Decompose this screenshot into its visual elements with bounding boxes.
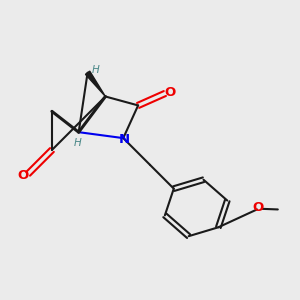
Text: H: H: [92, 65, 100, 75]
Text: O: O: [253, 201, 264, 214]
Text: O: O: [165, 86, 176, 99]
Text: H: H: [74, 139, 82, 148]
Text: O: O: [17, 169, 28, 182]
Polygon shape: [85, 71, 105, 97]
Text: N: N: [119, 133, 130, 146]
